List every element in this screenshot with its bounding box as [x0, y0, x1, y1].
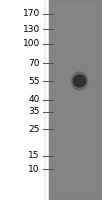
Text: 40: 40: [28, 96, 40, 104]
Text: 100: 100: [23, 40, 40, 48]
Text: 170: 170: [23, 9, 40, 19]
Ellipse shape: [72, 72, 88, 90]
Bar: [49, 0, 102, 200]
Bar: [49, 0, 102, 200]
Text: 55: 55: [28, 76, 40, 86]
Text: 10: 10: [28, 164, 40, 173]
Ellipse shape: [73, 75, 86, 87]
Text: 15: 15: [28, 152, 40, 160]
Text: 35: 35: [28, 108, 40, 116]
Text: 70: 70: [28, 58, 40, 68]
Text: 25: 25: [28, 124, 40, 134]
Text: 130: 130: [23, 24, 40, 33]
